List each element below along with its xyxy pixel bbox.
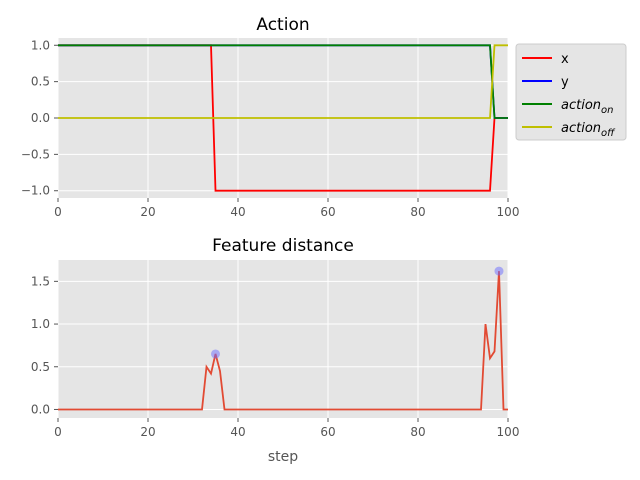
feature-distance-peak-marker bbox=[494, 266, 504, 276]
action-xtick-label: 100 bbox=[497, 205, 520, 219]
action-ytick-label: 0.5 bbox=[31, 75, 50, 89]
feature-distance-peak-marker bbox=[211, 349, 220, 359]
legend-box bbox=[515, 43, 627, 141]
feature-distance-ytick-label: 1.5 bbox=[31, 274, 50, 288]
feature-distance-xtick-label: 40 bbox=[230, 425, 245, 439]
feature-distance-xtick-label: 100 bbox=[497, 425, 520, 439]
action-xtick-label: 60 bbox=[320, 205, 335, 219]
feature-distance-xtick-label: 20 bbox=[140, 425, 155, 439]
feature-distance-ytick-label: 0.5 bbox=[31, 360, 50, 374]
legend-label: y bbox=[561, 75, 569, 90]
legend-label-main: action bbox=[561, 121, 601, 136]
action-ytick-label: 1.0 bbox=[31, 38, 50, 52]
action-xtick-label: 80 bbox=[410, 205, 425, 219]
action-xtick-label: 40 bbox=[230, 205, 245, 219]
feature-distance-ytick-label: 0.0 bbox=[31, 402, 50, 416]
feature-distance-title: Feature distance bbox=[212, 236, 354, 256]
feature-distance-chart: 1.5 1.0 0.5 0.0 0 20 40 60 80 100 Feature distan… bbox=[31, 236, 520, 465]
feature-distance-xtick-label: 0 bbox=[54, 425, 62, 439]
action-ytick-label: 0.0 bbox=[31, 111, 50, 125]
action-ytick-label: −1.0 bbox=[21, 184, 50, 198]
feature-distance-series-distance bbox=[58, 271, 508, 411]
action-chart: 1.0 0.5 0.0 −0.5 −1.0 0 20 40 60 80 100 Action bbox=[21, 15, 520, 219]
feature-distance-xlabel: step bbox=[268, 449, 298, 465]
legend-label: actionoff bbox=[561, 121, 616, 139]
action-series-action-off bbox=[58, 44, 508, 119]
feature-distance-axes-background bbox=[58, 260, 508, 418]
action-ytick-label: −0.5 bbox=[21, 147, 50, 161]
legend-label-main: action bbox=[561, 98, 601, 113]
legend-label: x bbox=[561, 52, 569, 67]
feature-distance-xtick-label: 60 bbox=[320, 425, 335, 439]
action-title: Action bbox=[256, 15, 309, 35]
feature-distance-ytick-label: 1.0 bbox=[31, 317, 50, 331]
feature-distance-xtick-label: 80 bbox=[410, 425, 425, 439]
legend-label-subscript: off bbox=[601, 128, 616, 139]
legend-label: actionon bbox=[561, 98, 613, 116]
action-xtick-label: 0 bbox=[54, 205, 62, 219]
action-xtick-label: 20 bbox=[140, 205, 155, 219]
legend-label-subscript: on bbox=[601, 105, 613, 116]
